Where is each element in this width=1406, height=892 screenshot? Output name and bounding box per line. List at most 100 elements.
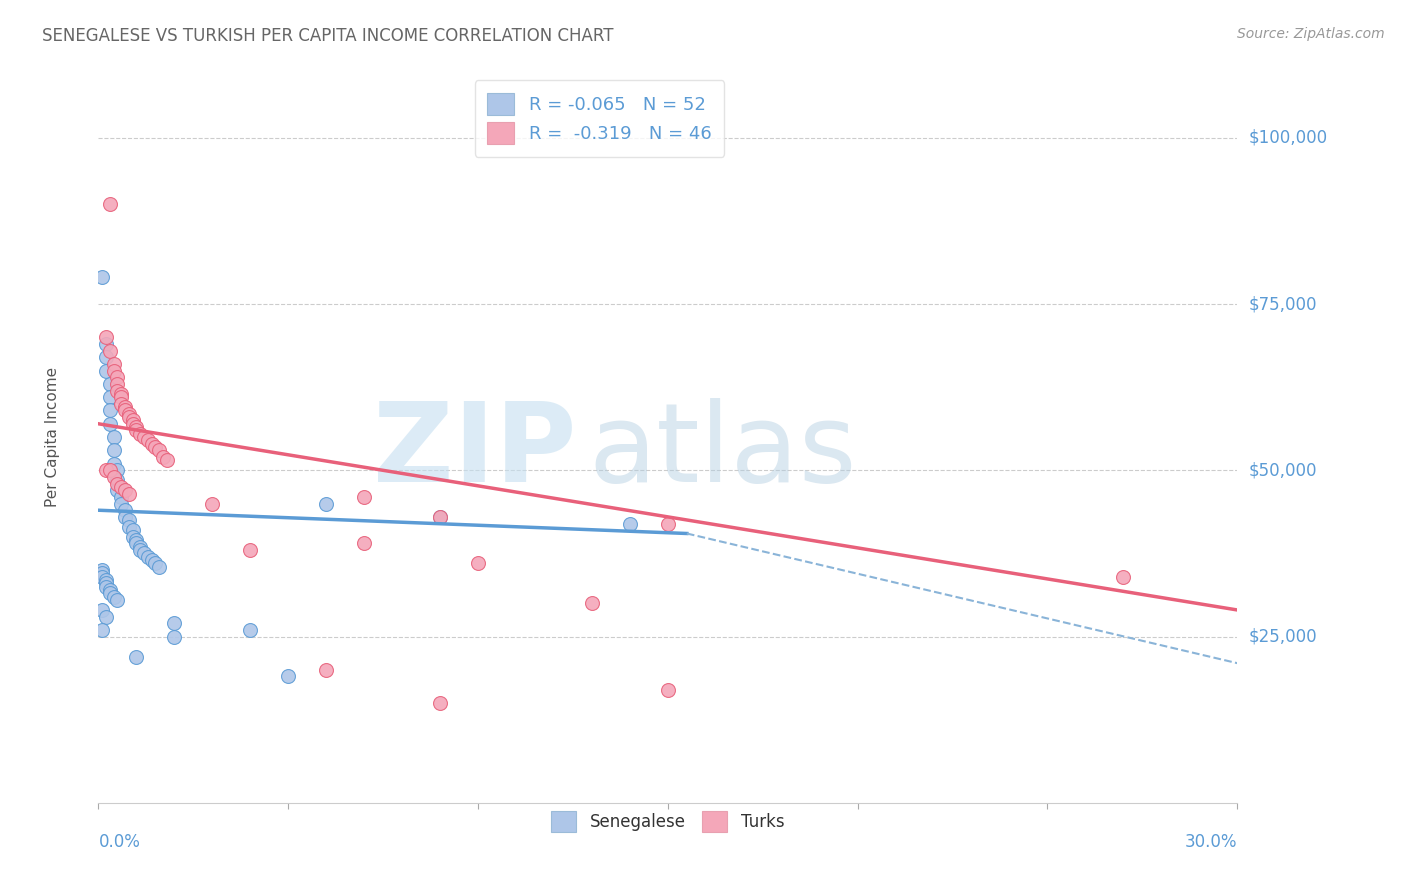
Point	[239, 543, 262, 558]
Point	[353, 536, 375, 550]
Point	[145, 440, 167, 454]
Point	[132, 430, 155, 444]
Point	[619, 516, 641, 531]
Point	[429, 509, 451, 524]
Text: SENEGALESE VS TURKISH PER CAPITA INCOME CORRELATION CHART: SENEGALESE VS TURKISH PER CAPITA INCOME …	[42, 27, 613, 45]
Point	[91, 570, 114, 584]
Point	[110, 497, 132, 511]
Point	[91, 270, 114, 285]
Point	[1112, 570, 1135, 584]
Point	[94, 580, 117, 594]
Point	[103, 443, 125, 458]
Legend: Senegalese, Turks: Senegalese, Turks	[544, 805, 792, 838]
Point	[156, 453, 179, 467]
Point	[125, 424, 148, 438]
Text: Source: ZipAtlas.com: Source: ZipAtlas.com	[1237, 27, 1385, 41]
Point	[201, 497, 224, 511]
Point	[118, 513, 141, 527]
Text: $100,000: $100,000	[1249, 128, 1327, 147]
Point	[118, 486, 141, 500]
Point	[129, 543, 152, 558]
Point	[581, 596, 603, 610]
Text: ZIP: ZIP	[374, 398, 576, 505]
Text: 30.0%: 30.0%	[1185, 833, 1237, 851]
Point	[239, 623, 262, 637]
Point	[114, 503, 136, 517]
Point	[114, 509, 136, 524]
Point	[315, 497, 337, 511]
Point	[103, 470, 125, 484]
Point	[114, 483, 136, 498]
Point	[98, 343, 121, 358]
Point	[103, 363, 125, 377]
Point	[163, 616, 186, 631]
Point	[132, 546, 155, 560]
Point	[125, 420, 148, 434]
Point	[110, 387, 132, 401]
Point	[91, 623, 114, 637]
Point	[94, 351, 117, 365]
Point	[94, 330, 117, 344]
Point	[148, 559, 170, 574]
Point	[91, 566, 114, 581]
Point	[107, 473, 129, 487]
Point	[129, 540, 152, 554]
Point	[118, 520, 141, 534]
Point	[121, 530, 143, 544]
Point	[91, 603, 114, 617]
Point	[98, 197, 121, 211]
Point	[118, 410, 141, 425]
Point	[141, 436, 163, 450]
Point	[94, 337, 117, 351]
Point	[315, 663, 337, 677]
Point	[467, 557, 489, 571]
Point	[136, 549, 159, 564]
Point	[110, 480, 132, 494]
Point	[94, 576, 117, 591]
Point	[121, 417, 143, 431]
Point	[107, 483, 129, 498]
Point	[353, 490, 375, 504]
Point	[107, 463, 129, 477]
Point	[94, 463, 117, 477]
Point	[107, 376, 129, 391]
Point	[125, 536, 148, 550]
Text: $50,000: $50,000	[1249, 461, 1317, 479]
Point	[141, 553, 163, 567]
Point	[145, 557, 167, 571]
Point	[152, 450, 174, 464]
Text: 0.0%: 0.0%	[98, 833, 141, 851]
Point	[98, 417, 121, 431]
Point	[110, 390, 132, 404]
Point	[121, 523, 143, 537]
Point	[110, 490, 132, 504]
Point	[277, 669, 299, 683]
Point	[107, 384, 129, 398]
Text: $25,000: $25,000	[1249, 628, 1317, 646]
Point	[94, 573, 117, 587]
Point	[110, 397, 132, 411]
Point	[98, 390, 121, 404]
Point	[657, 516, 679, 531]
Point	[129, 426, 152, 441]
Point	[163, 630, 186, 644]
Point	[125, 533, 148, 548]
Point	[91, 563, 114, 577]
Point	[94, 363, 117, 377]
Point	[98, 403, 121, 417]
Text: atlas: atlas	[588, 398, 856, 505]
Point	[98, 376, 121, 391]
Point	[107, 476, 129, 491]
Point	[148, 443, 170, 458]
Point	[429, 696, 451, 710]
Point	[429, 509, 451, 524]
Point	[136, 434, 159, 448]
Point	[103, 590, 125, 604]
Point	[121, 413, 143, 427]
Point	[118, 407, 141, 421]
Point	[114, 400, 136, 414]
Point	[103, 457, 125, 471]
Text: Per Capita Income: Per Capita Income	[45, 367, 60, 508]
Text: $75,000: $75,000	[1249, 295, 1317, 313]
Point	[103, 357, 125, 371]
